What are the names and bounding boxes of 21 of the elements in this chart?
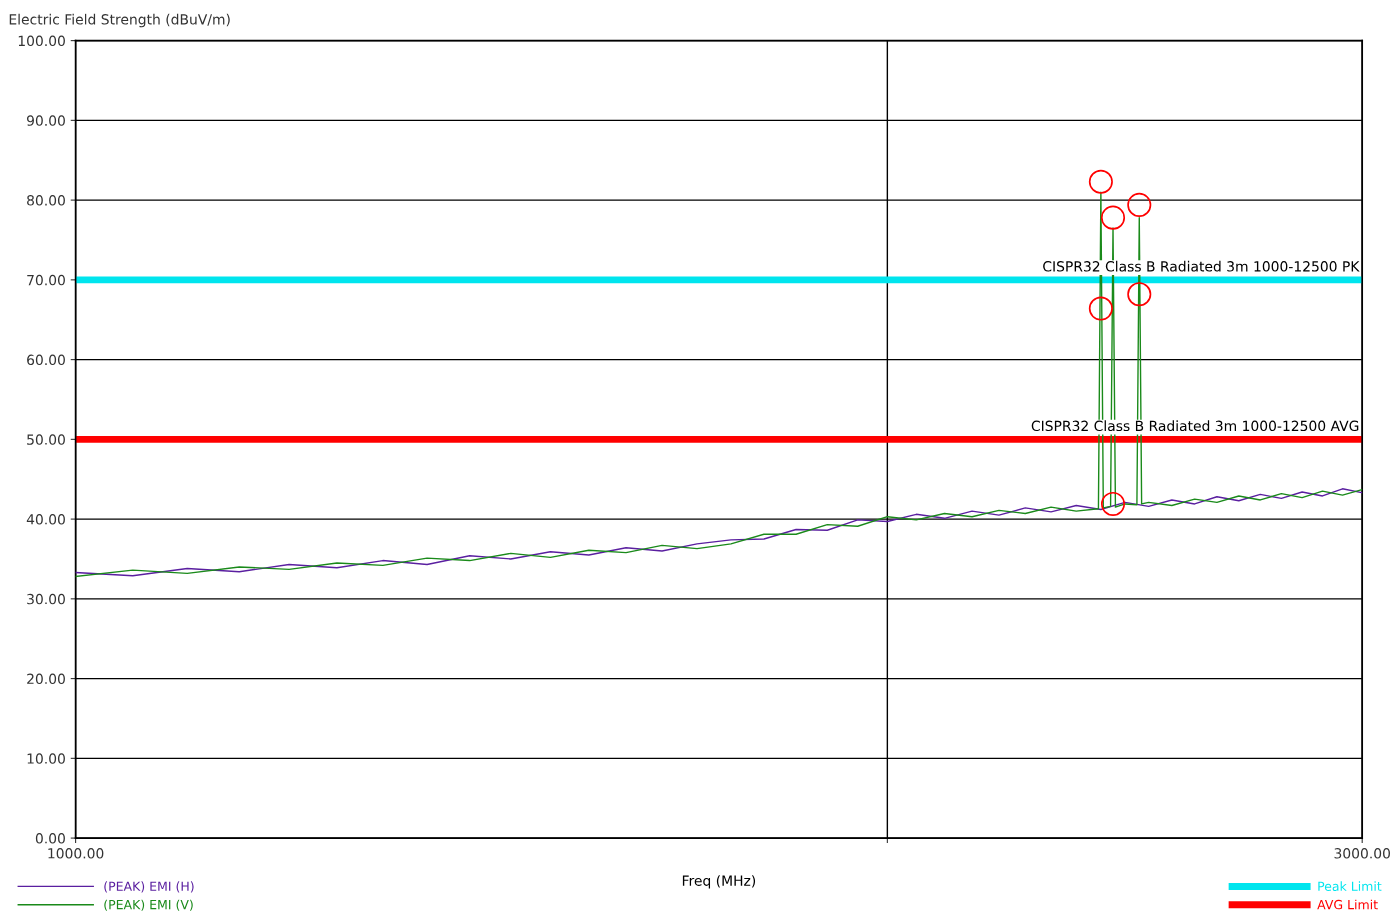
- y-tick-label: 80.00: [27, 195, 65, 206]
- y-tick-label: 40.00: [26, 514, 65, 525]
- y-tick-label: 0.00: [35, 833, 65, 844]
- y-tick-label: 50.00: [27, 434, 65, 445]
- annotation: CISPR32 Class B Radiated 3m 1000-12500 PK: [1043, 260, 1360, 272]
- y-tick-label: 70.00: [27, 274, 65, 286]
- x-tick-label: 3000.00: [1334, 848, 1390, 859]
- annotation: CISPR32 Class B Radiated 3m 1000-12500 AVG: [1031, 420, 1359, 432]
- y-tick-label: 60.00: [27, 354, 65, 366]
- x-tick-label: 1000.00: [48, 848, 104, 859]
- y-tick-label: 90.00: [26, 115, 65, 126]
- y-tick-label: 100.00: [18, 35, 65, 47]
- text: (PEAK) EMI (V): [104, 899, 193, 911]
- y-tick-label: 30.00: [27, 593, 65, 605]
- x-axis-title: Freq (MHz): [682, 875, 756, 889]
- y-axis-title: Electric Field Strength (dBuV/m): [9, 13, 230, 28]
- text: (PEAK) EMI (H): [104, 881, 194, 893]
- y-tick-label: 10.00: [27, 753, 65, 764]
- text: AVG Limit: [1317, 899, 1378, 910]
- text: Peak Limit: [1318, 881, 1382, 891]
- y-tick-label: 20.00: [27, 673, 65, 685]
